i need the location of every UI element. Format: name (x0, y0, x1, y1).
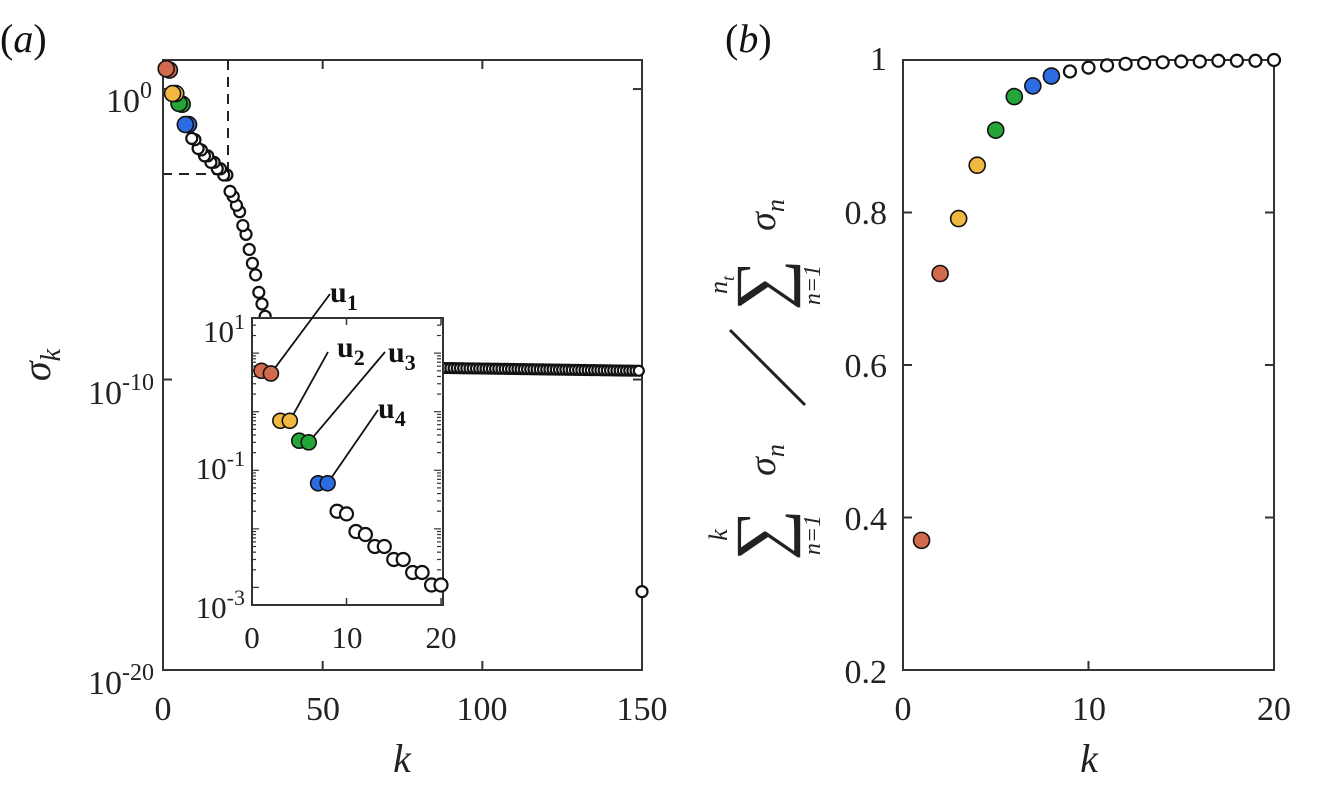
inset-xtick-label: 0 (244, 620, 260, 655)
panel-b-ytick-label: 0.2 (845, 654, 888, 691)
panel-b-xtick-label: 0 (895, 691, 912, 728)
panel-b-xlabel: k (1080, 736, 1099, 781)
panel-b-point (1118, 56, 1133, 71)
panel-a-point (255, 297, 269, 311)
panel-a-xlabel: k (393, 736, 412, 781)
panel-b-xtick-label: 20 (1257, 691, 1291, 728)
panel-a-point (245, 256, 260, 270)
panel-b-point (1248, 53, 1263, 68)
mode-leader-line (308, 351, 386, 443)
panel-b-point (1174, 54, 1189, 69)
inset-leader-lines (270, 293, 386, 484)
panel-b-point (1229, 53, 1245, 68)
panel-b-point (1211, 53, 1226, 68)
inset-point (338, 506, 355, 522)
label-u1: u1 (330, 276, 358, 315)
panel-a-mode-point (157, 59, 175, 78)
label-u4: u4 (378, 392, 406, 431)
panel-b: 1 0.8 0.6 0.4 0.2 0 10 20 k k ∑ n=1 σn n… (704, 41, 1291, 781)
panel-b-mode-point (949, 209, 968, 228)
inset-plot: 101 10-1 10-3 0 10 20 u1 u2 u3 u4 (196, 276, 457, 655)
panel-a-ylabel: σk (14, 348, 67, 381)
panel-a-point (249, 268, 263, 282)
panel-a-xtick-label: 0 (155, 691, 172, 728)
ylabel-den-sum: ∑ (721, 259, 801, 310)
panel-b-point (1099, 58, 1115, 73)
panel-a-point (252, 285, 266, 299)
inset-point (414, 564, 430, 581)
inset-ytick-label: 10-1 (196, 446, 245, 486)
panel-a-xtick-label: 150 (617, 691, 668, 728)
panel-b-mode-point (968, 156, 987, 175)
panel-a-frame (162, 59, 643, 671)
inset-mode-point (281, 412, 299, 430)
mode-leader-line (289, 351, 329, 422)
panel-a-point (185, 131, 199, 145)
mode-leader-line (270, 293, 331, 374)
panel-a-point (236, 218, 250, 233)
panel-b-ytick-label: 0.8 (845, 195, 888, 232)
panel-b-mode-point (912, 531, 931, 550)
panel-b-ytick-label: 1 (870, 41, 887, 78)
panel-b-ytick-label: 0.4 (845, 501, 888, 538)
panel-b-points (912, 52, 1282, 550)
inset-points (253, 362, 449, 593)
panel-b-point (1062, 64, 1078, 79)
panel-b-point (1081, 60, 1096, 75)
label-u2: u2 (337, 331, 365, 370)
panel-a-point (242, 242, 256, 257)
panel-b-mode-point (931, 264, 949, 283)
ylabel-num-sum: ∑ (721, 509, 801, 560)
panel-a-ytick-label: 10-10 (88, 370, 154, 412)
inset-point (433, 577, 449, 593)
inset-xtick-label: 10 (332, 620, 363, 655)
inset-point (376, 538, 392, 555)
inset-point (357, 526, 373, 543)
inset-ytick-label: 10-3 (196, 585, 245, 625)
panel-a-point (632, 364, 645, 377)
ylabel-num-term: σn (742, 444, 790, 476)
panel-b-mode-point (1042, 67, 1061, 85)
ylabel-num-lower: n=1 (800, 515, 826, 555)
panel-b-mode-point (1024, 77, 1042, 95)
inset-xtick-label: 20 (426, 620, 457, 655)
panel-a-point (223, 184, 237, 198)
panel-label-a: (a) (0, 16, 47, 61)
panel-b-frame (902, 59, 1275, 671)
inset-ytick-label: 101 (203, 309, 245, 349)
panel-b-point (1137, 55, 1152, 71)
inset-frame (251, 317, 444, 606)
inset-point (395, 551, 411, 568)
inset-mode-point (262, 365, 280, 382)
panel-b-point (1266, 52, 1282, 68)
panel-a-mode-point (163, 84, 182, 103)
ylabel-den-upper: nt (704, 275, 738, 294)
panel-a-xtick-label: 100 (457, 691, 508, 728)
panel-a-ytick-label: 100 (106, 78, 152, 120)
panel-b-mode-point (1005, 87, 1024, 106)
panel-a-mode-point (176, 115, 195, 134)
mode-leader-line (326, 409, 379, 484)
ylabel-num-upper: k (704, 529, 733, 541)
panel-b-point (1192, 54, 1207, 69)
panel-a-point (635, 585, 649, 599)
inset-region-marker (163, 60, 229, 175)
panel-b-ylabel: k ∑ n=1 σn nt ∑ n=1 σn (704, 199, 826, 561)
inset-mode-point (319, 474, 336, 492)
ylabel-den-lower: n=1 (800, 265, 826, 305)
panel-a-xtick-label: 50 (306, 691, 340, 728)
panel-b-xtick-label: 10 (1072, 691, 1106, 728)
panel-b-ytick-label: 0.6 (845, 348, 888, 385)
panel-b-point (1155, 55, 1170, 70)
panel-label-b: (b) (725, 16, 772, 61)
inset-ticks (251, 318, 442, 605)
label-u3: u3 (388, 336, 416, 375)
panel-b-mode-point (986, 121, 1005, 139)
ylabel-slash (728, 328, 807, 407)
ylabel-den-term: σn (742, 199, 790, 231)
inset-mode-point (300, 434, 318, 451)
panel-b-ticks (902, 59, 1275, 671)
panel-a-ytick-label: 10-20 (88, 660, 154, 702)
